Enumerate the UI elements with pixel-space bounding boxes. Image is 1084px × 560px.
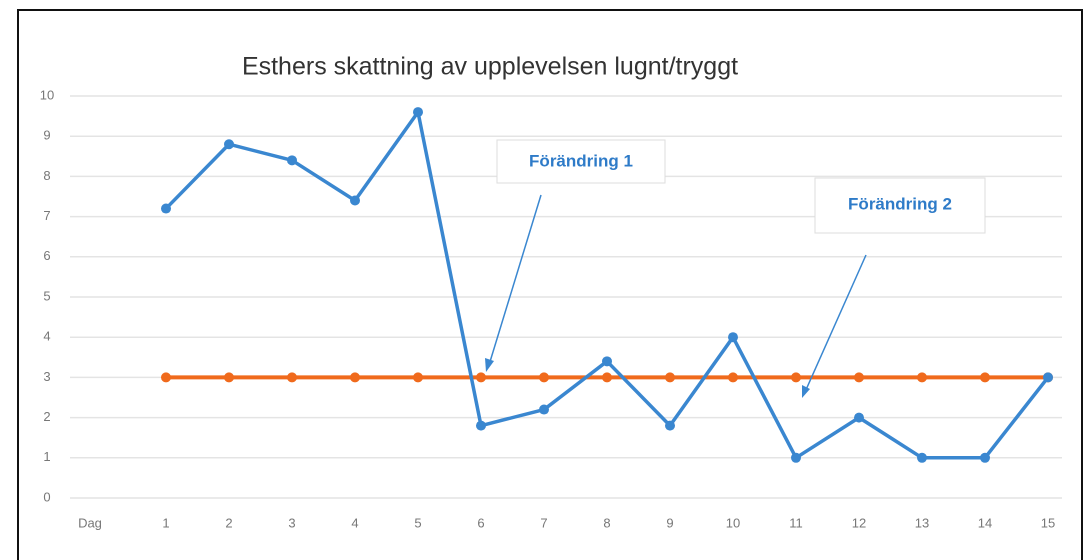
point <box>665 372 675 383</box>
y-tick-label: 10 <box>40 87 54 102</box>
x-tick-label: 14 <box>978 515 992 530</box>
y-tick-label: 3 <box>43 369 50 384</box>
y-tick-label: 0 <box>43 489 50 504</box>
point <box>602 372 612 383</box>
point <box>728 372 738 383</box>
x-tick-label: 1 <box>162 515 169 530</box>
x-tick-label: 5 <box>414 515 421 530</box>
point <box>539 372 549 383</box>
y-tick-label: 9 <box>43 128 50 143</box>
arrow-head <box>485 358 494 372</box>
point <box>602 356 612 367</box>
annotation: Förändring 1 <box>529 151 633 170</box>
x-tick-label: 15 <box>1041 515 1055 530</box>
point <box>728 332 738 343</box>
point <box>791 372 801 383</box>
y-tick-label: 5 <box>43 288 50 303</box>
x-tick-label: 8 <box>603 515 610 530</box>
chart-frame <box>17 9 1083 560</box>
point <box>980 452 990 463</box>
y-tick-label: 8 <box>43 168 50 183</box>
point <box>791 452 801 463</box>
point <box>854 412 864 423</box>
point <box>287 155 297 166</box>
x-tick-label: 6 <box>477 515 484 530</box>
point <box>980 372 990 383</box>
point <box>476 420 486 431</box>
chart-title: Esthers skattning av upplevelsen lugnt/t… <box>242 53 738 81</box>
point <box>287 372 297 383</box>
point <box>161 203 171 214</box>
point <box>224 139 234 150</box>
point <box>539 404 549 415</box>
point <box>1043 372 1053 383</box>
annotation-arrow <box>804 254 867 393</box>
arrow-head <box>802 385 810 398</box>
x-tick-label: 10 <box>726 515 740 530</box>
x-tick-label: Dag <box>78 515 102 530</box>
x-tick-label: 4 <box>351 515 358 530</box>
annotation-arrow <box>488 194 542 366</box>
point <box>665 420 675 431</box>
x-tick-label: 13 <box>915 515 929 530</box>
point <box>413 372 423 383</box>
marks <box>161 107 1053 463</box>
y-tick-label: 2 <box>43 409 50 424</box>
point <box>413 107 423 118</box>
annotation-box <box>814 177 986 234</box>
point <box>476 372 486 383</box>
x-tick-label: 11 <box>789 515 803 530</box>
x-tick-label: 12 <box>852 515 866 530</box>
point <box>161 372 171 383</box>
annotation: Förändring 2 <box>848 194 952 213</box>
point <box>854 372 864 383</box>
y-tick-label: 1 <box>43 449 50 464</box>
point <box>350 372 360 383</box>
point <box>917 372 927 383</box>
y-tick-label: 4 <box>43 329 50 344</box>
x-tick-label: 7 <box>540 515 547 530</box>
y-tick-label: 6 <box>43 248 50 263</box>
point <box>224 372 234 383</box>
annotation-box <box>496 139 666 184</box>
point <box>350 195 360 206</box>
point <box>917 452 927 463</box>
x-tick-label: 9 <box>666 515 673 530</box>
x-tick-label: 3 <box>288 515 295 530</box>
y-tick-label: 7 <box>43 208 50 223</box>
x-tick-label: 2 <box>225 515 232 530</box>
